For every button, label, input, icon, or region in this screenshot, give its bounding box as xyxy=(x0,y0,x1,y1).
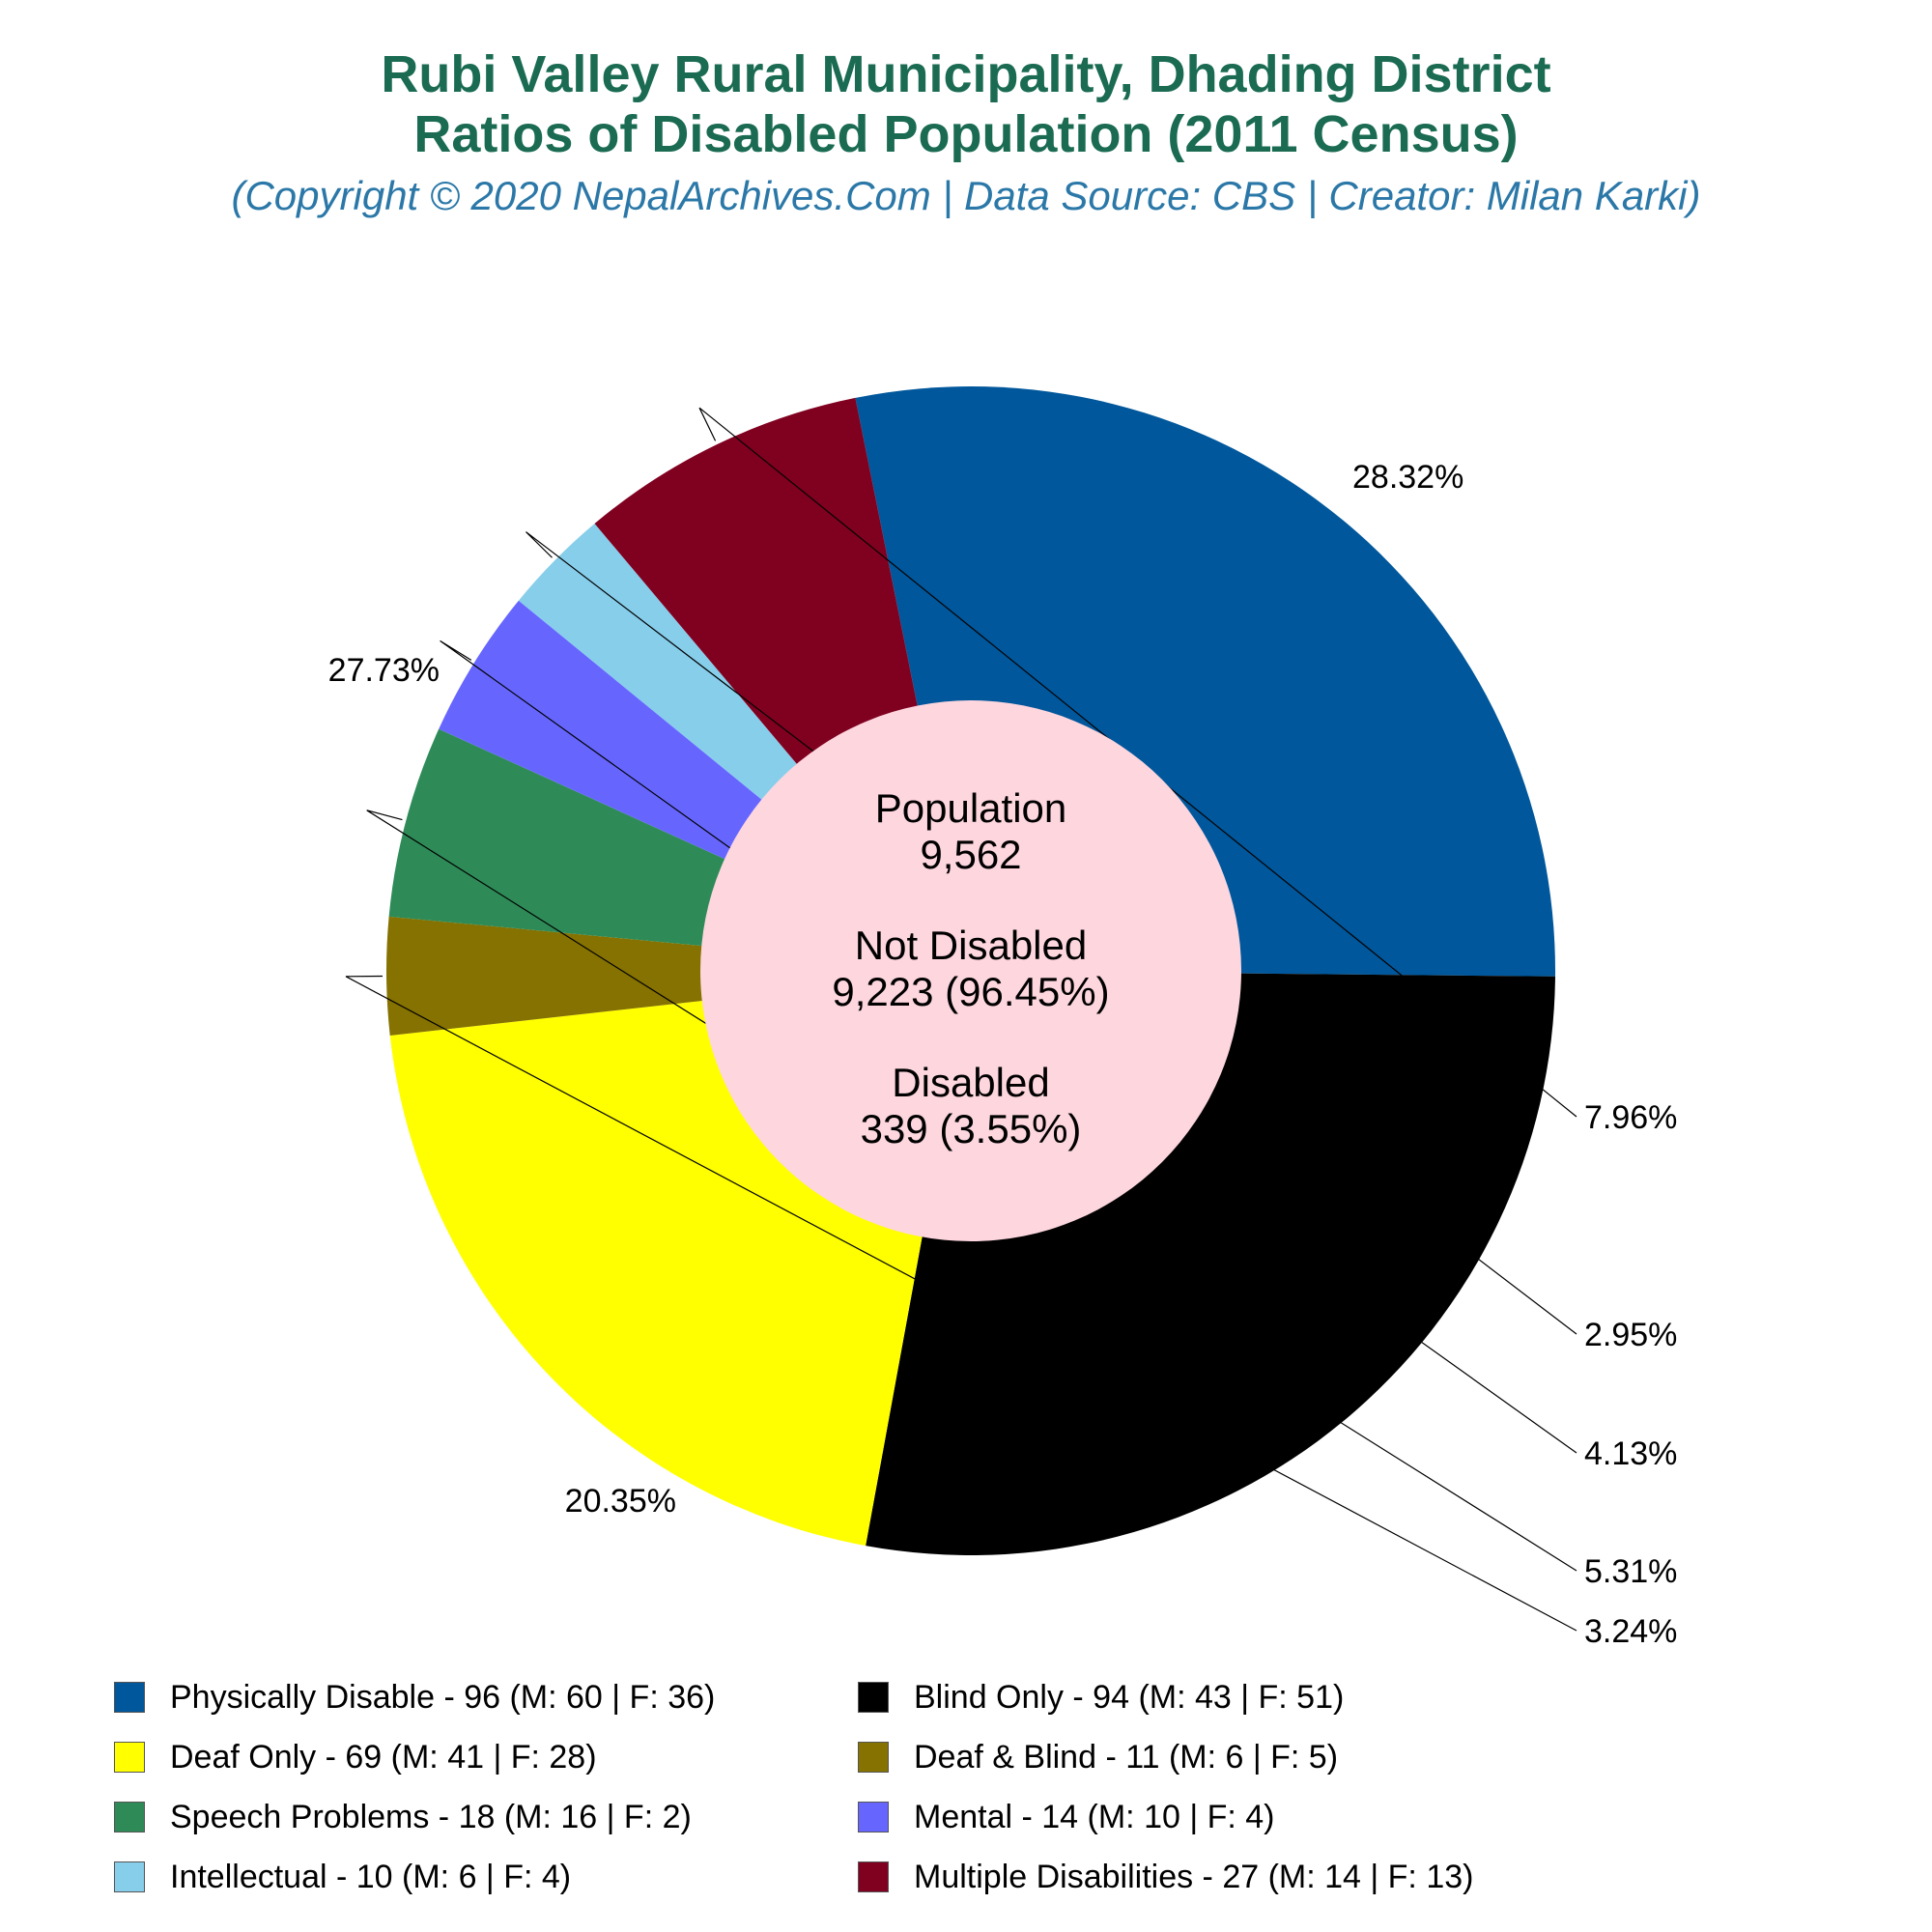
percent-label-physically-disable: 28.32% xyxy=(1352,459,1463,496)
leader-line-deaf-and-blind xyxy=(345,975,1577,1632)
center-not-disabled-label: Not Disabled xyxy=(855,923,1087,968)
legend-label: Deaf Only - 69 (M: 41 | F: 28) xyxy=(170,1738,597,1776)
legend-swatch xyxy=(858,1802,889,1833)
chart-title-line1: Rubi Valley Rural Municipality, Dhading … xyxy=(381,45,1551,103)
center-population-value: 9,562 xyxy=(920,832,1021,877)
legend-item-intellectual: Intellectual - 10 (M: 6 | F: 4) xyxy=(114,1856,858,1898)
percent-label-speech-problems: 5.31% xyxy=(1584,1553,1677,1590)
chart-title-line2: Ratios of Disabled Population (2011 Cens… xyxy=(413,105,1519,163)
legend-label: Mental - 14 (M: 10 | F: 4) xyxy=(914,1798,1275,1835)
center-population-label: Population xyxy=(875,785,1067,831)
legend-label: Multiple Disabilities - 27 (M: 14 | F: 1… xyxy=(914,1858,1474,1895)
legend-label: Deaf & Blind - 11 (M: 6 | F: 5) xyxy=(914,1738,1339,1776)
legend-item-deaf-and-blind: Deaf & Blind - 11 (M: 6 | F: 5) xyxy=(858,1736,1631,1778)
slice-deaf-and-blind xyxy=(386,916,972,1036)
percent-label-multiple-disabilities: 7.96% xyxy=(1584,1099,1677,1136)
legend-swatch xyxy=(858,1742,889,1773)
percent-label-deaf-and-blind: 3.24% xyxy=(1584,1613,1677,1650)
percent-labels: 28.32% 27.73% 20.35% 3.24% 5.31% 4.13% 2.95% 7.… xyxy=(328,459,1678,1650)
leader-lines xyxy=(345,407,1577,1632)
leader-line-speech-problems xyxy=(366,810,1577,1572)
legend-item-physically-disable: Physically Disable - 96 (M: 60 | F: 36) xyxy=(114,1676,858,1719)
legend-item-speech-problems: Speech Problems - 18 (M: 16 | F: 2) xyxy=(114,1796,858,1838)
legend-item-multiple-disabilities: Multiple Disabilities - 27 (M: 14 | F: 1… xyxy=(858,1856,1631,1898)
legend-swatch xyxy=(114,1742,145,1773)
percent-label-intellectual: 2.95% xyxy=(1584,1317,1677,1353)
leader-line-intellectual xyxy=(526,531,1577,1335)
center-not-disabled-value: 9,223 (96.45%) xyxy=(832,969,1109,1014)
legend-swatch xyxy=(114,1802,145,1833)
legend-swatch xyxy=(114,1682,145,1713)
leader-line-mental xyxy=(440,639,1577,1454)
legend-item-mental: Mental - 14 (M: 10 | F: 4) xyxy=(858,1796,1631,1838)
legend: Physically Disable - 96 (M: 60 | F: 36) … xyxy=(114,1676,1853,1898)
center-disabled-label: Disabled xyxy=(892,1060,1049,1105)
legend-label: Intellectual - 10 (M: 6 | F: 4) xyxy=(170,1858,572,1895)
legend-label: Physically Disable - 96 (M: 60 | F: 36) xyxy=(170,1678,716,1716)
legend-label: Speech Problems - 18 (M: 16 | F: 2) xyxy=(170,1798,692,1835)
chart-subtitle: (Copyright © 2020 NepalArchives.Com | Da… xyxy=(231,173,1701,218)
legend-label: Blind Only - 94 (M: 43 | F: 51) xyxy=(914,1678,1345,1716)
percent-label-deaf-only: 20.35% xyxy=(565,1483,676,1520)
legend-swatch xyxy=(858,1861,889,1892)
percent-label-mental: 4.13% xyxy=(1584,1435,1677,1472)
center-disabled-value: 339 (3.55%) xyxy=(861,1106,1082,1151)
leader-line-multiple-disabilities xyxy=(698,407,1577,1118)
legend-item-blind-only: Blind Only - 94 (M: 43 | F: 51) xyxy=(858,1676,1631,1719)
percent-label-blind-only: 27.73% xyxy=(328,652,440,689)
center-hole xyxy=(700,700,1241,1241)
legend-swatch xyxy=(858,1682,889,1713)
legend-item-deaf-only: Deaf Only - 69 (M: 41 | F: 28) xyxy=(114,1736,858,1778)
legend-swatch xyxy=(114,1861,145,1892)
